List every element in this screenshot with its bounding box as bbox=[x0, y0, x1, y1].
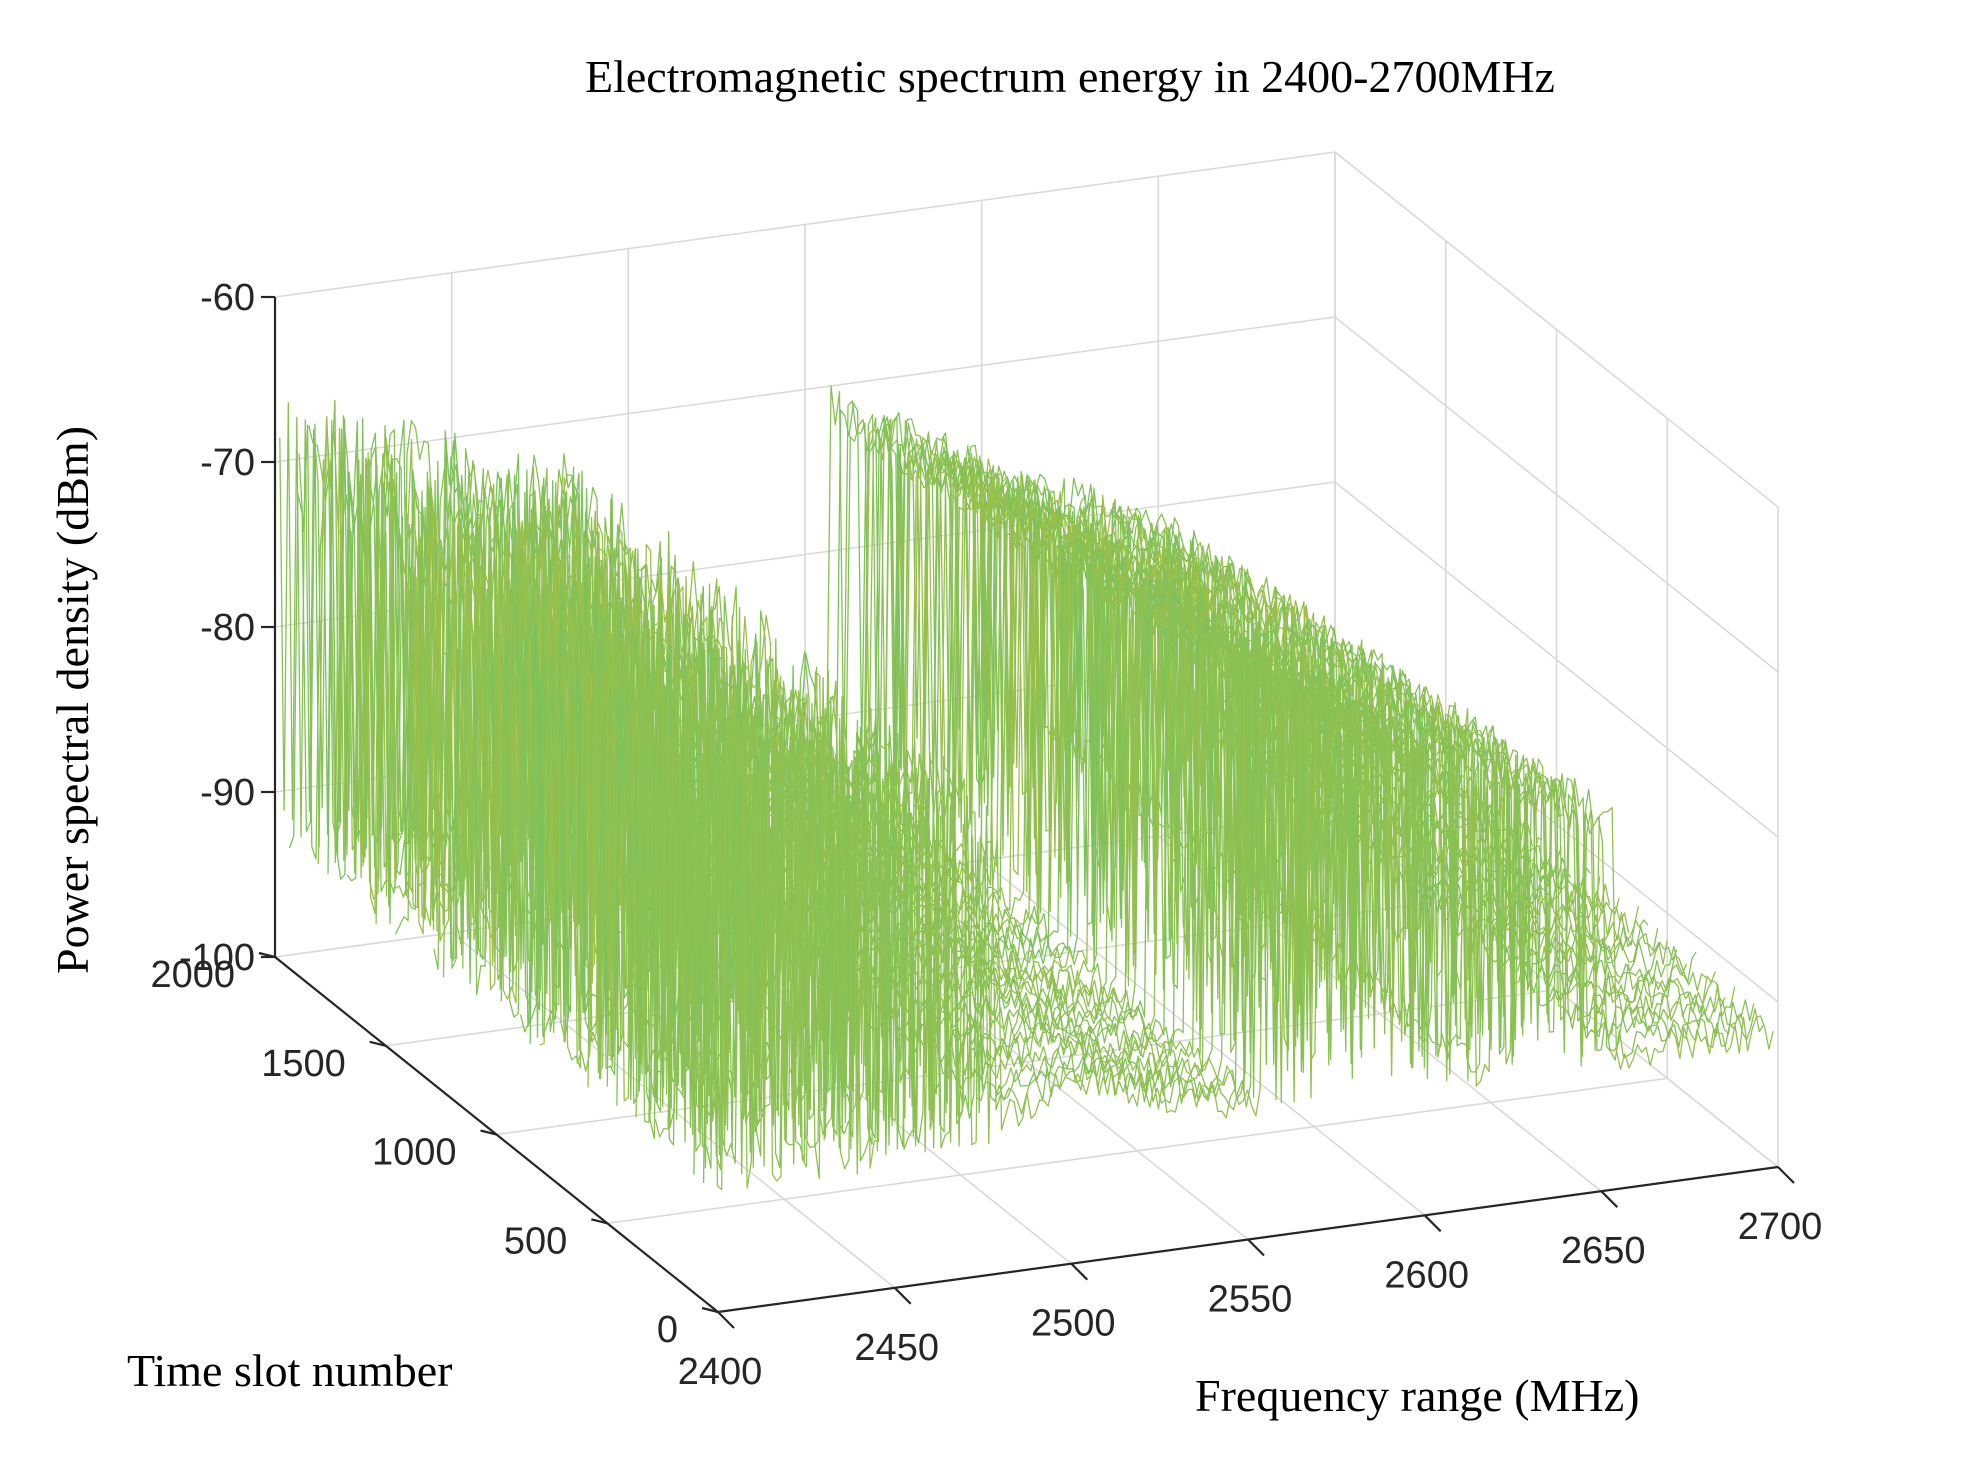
spectrum-trace bbox=[693, 678, 1755, 1175]
x-axis-label: Frequency range (MHz) bbox=[1195, 1370, 1639, 1421]
z-tick-label: -70 bbox=[200, 442, 255, 484]
y-tick-label: 0 bbox=[657, 1309, 678, 1351]
x-tick-mark bbox=[1600, 1190, 1619, 1208]
x-tick-mark bbox=[717, 1311, 735, 1329]
x-tick-label: 2450 bbox=[854, 1327, 939, 1369]
y-tick-label: 500 bbox=[504, 1220, 567, 1262]
x-tick-mark bbox=[1070, 1262, 1089, 1281]
grid-line-side-z bbox=[1334, 481, 1779, 838]
x-tick-label: 2550 bbox=[1208, 1279, 1293, 1321]
z-tick-label: -100 bbox=[179, 937, 255, 979]
grid-line-back-z bbox=[274, 316, 1336, 463]
y-axis-label: Time slot number bbox=[127, 1345, 452, 1396]
z-tick-label: -90 bbox=[200, 772, 255, 814]
spectrum-trace bbox=[712, 677, 1774, 1191]
x-tick-mark bbox=[1777, 1166, 1795, 1184]
chart-title: Electromagnetic spectrum energy in 2400-… bbox=[585, 51, 1555, 102]
x-tick-label: 2400 bbox=[678, 1351, 763, 1393]
z-tick-label: -80 bbox=[200, 607, 255, 649]
axes: -100 -90 -80 -70 -60 2400 2450 2500 2550 2600 2650… bbox=[150, 277, 1822, 1393]
y-tick-mark bbox=[591, 1218, 608, 1225]
y-tick-mark bbox=[701, 1306, 719, 1314]
x-tick-mark bbox=[893, 1287, 912, 1305]
waterfall-surface bbox=[279, 385, 1774, 1191]
z-axis-label: Power spectral density (dBm) bbox=[47, 426, 98, 974]
grid-line-floor-y bbox=[607, 1077, 1668, 1225]
grid-line-side-z bbox=[1334, 316, 1779, 673]
x-tick-mark bbox=[1247, 1238, 1265, 1257]
spectrum-trace bbox=[635, 628, 1697, 1128]
y-tick-label: 2000 bbox=[150, 954, 235, 996]
y-tick-mark bbox=[369, 1040, 387, 1047]
z-tick-label: -60 bbox=[200, 277, 255, 319]
grid-line-side-z bbox=[1334, 151, 1779, 508]
grid-line-back-z bbox=[274, 151, 1336, 298]
x-tick-label: 2650 bbox=[1561, 1230, 1646, 1272]
y-tick-mark bbox=[258, 951, 276, 959]
x-tick-label: 2600 bbox=[1384, 1254, 1469, 1296]
y-tick-mark bbox=[480, 1129, 497, 1136]
x-tick-mark bbox=[1423, 1214, 1442, 1233]
x-tick-label: 2700 bbox=[1738, 1206, 1823, 1248]
y-tick-label: 1000 bbox=[372, 1132, 457, 1174]
grid-line-floor-y bbox=[496, 988, 1557, 1136]
x-tick-label: 2500 bbox=[1031, 1303, 1116, 1345]
y-tick-label: 1500 bbox=[261, 1043, 346, 1085]
